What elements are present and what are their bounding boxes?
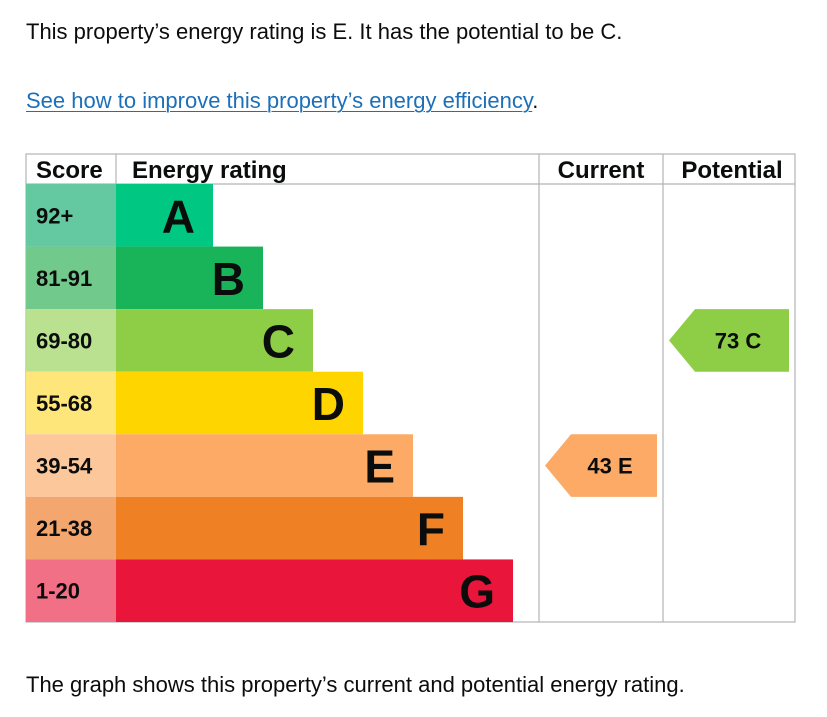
current-rating-label: 43 E	[587, 454, 632, 479]
improve-efficiency-link[interactable]: See how to improve this property’s energ…	[26, 88, 533, 113]
band-bar-e	[116, 434, 413, 497]
rating-arrows: 43 E 73 C	[545, 309, 789, 497]
band-letter-c: C	[262, 315, 295, 367]
score-label-f: 21-38	[36, 516, 92, 541]
graph-caption: The graph shows this property’s current …	[26, 672, 685, 697]
band-bar-f	[116, 496, 463, 560]
rating-bands: 92+ A 81-91 B 69-80 C 55-68 D 39-54 E 21-38 F 1-20 G	[26, 184, 513, 622]
score-label-c: 69-80	[36, 328, 92, 353]
potential-arrow	[669, 309, 789, 372]
potential-rating-label: 73 C	[715, 328, 762, 353]
score-label-b: 81-91	[36, 266, 92, 291]
band-letter-f: F	[417, 503, 445, 555]
score-cell-c	[26, 309, 116, 372]
band-letter-b: B	[212, 253, 245, 305]
band-bar-d	[116, 371, 363, 435]
score-label-e: 39-54	[36, 454, 93, 479]
score-cell-e	[26, 434, 116, 497]
header-current: Current	[558, 157, 645, 184]
rating-summary: This property’s energy rating is E. It h…	[26, 19, 623, 44]
band-bar-c	[116, 309, 313, 372]
band-bar-g	[116, 559, 513, 622]
header-score: Score	[36, 157, 103, 184]
score-cell-f	[26, 496, 116, 560]
improve-link-line: See how to improve this property’s energ…	[26, 86, 538, 116]
score-cell-d	[26, 371, 116, 435]
current-arrow	[545, 434, 657, 497]
header-potential: Potential	[681, 157, 782, 184]
score-label-g: 1-20	[36, 579, 80, 604]
band-letter-g: G	[459, 566, 495, 618]
band-bar-a	[116, 184, 213, 247]
score-label-a: 92+	[36, 203, 73, 228]
score-label-d: 55-68	[36, 391, 92, 416]
band-letter-a: A	[162, 190, 195, 242]
score-cell-a	[26, 184, 116, 247]
link-trailing-period: .	[532, 88, 539, 113]
band-bar-b	[116, 246, 263, 310]
header-energy-rating: Energy rating	[132, 157, 287, 184]
score-cell-b	[26, 246, 116, 310]
band-letter-e: E	[364, 441, 395, 493]
band-letter-d: D	[312, 378, 345, 430]
score-cell-g	[26, 559, 116, 622]
